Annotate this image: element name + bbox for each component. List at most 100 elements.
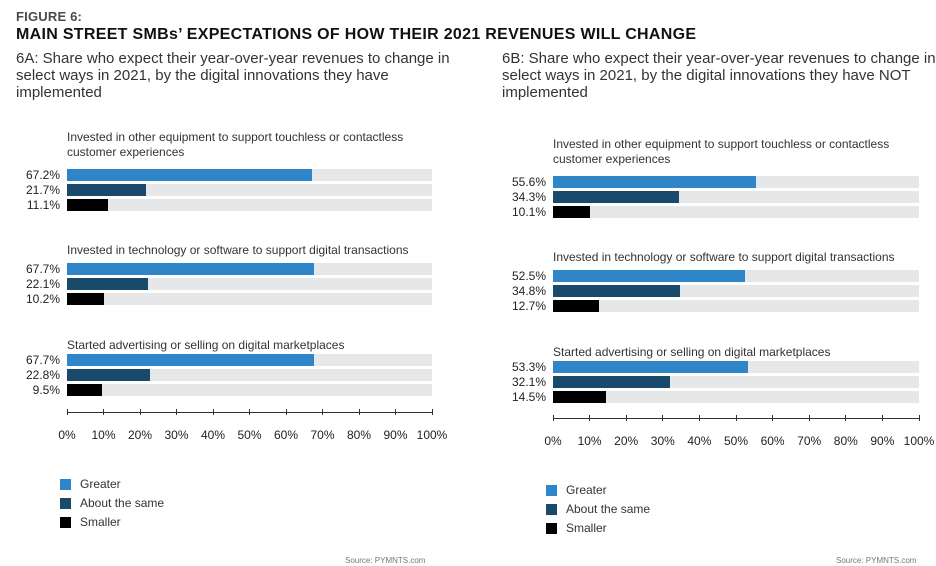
legend-item-smaller: Smaller — [546, 521, 607, 535]
bar-smaller — [67, 384, 102, 396]
x-tick — [552, 415, 554, 421]
figure-title: MAIN STREET SMBs’ EXPECTATIONS OF HOW TH… — [16, 26, 697, 43]
chart-6a-title: 6A: Share who expect their year-over-yea… — [16, 50, 450, 101]
legend-item-smaller: Smaller — [60, 515, 121, 529]
value-label: 14.5% — [511, 390, 546, 404]
group-title: Started advertising or selling on digita… — [67, 338, 345, 352]
legend-swatch-about-same — [60, 497, 71, 509]
x-tick — [625, 415, 627, 421]
bar-track — [67, 293, 432, 305]
bar-greater — [553, 270, 746, 282]
value-label: 22.1% — [25, 277, 60, 291]
x-tick — [881, 415, 883, 421]
chart-6b-title: 6B: Share who expect their year-over-yea… — [502, 50, 936, 101]
value-label: 67.2% — [25, 168, 60, 182]
x-tick-label: 20% — [127, 428, 153, 442]
x-tick-label: 80% — [833, 434, 858, 448]
bar-track — [553, 191, 919, 203]
value-label: 67.7% — [25, 353, 60, 367]
bar-track — [553, 176, 919, 188]
x-tick-label: 70% — [797, 434, 822, 448]
source-6a: Source: PYMNTS.com — [345, 556, 426, 565]
x-tick — [103, 409, 104, 415]
x-tick-label: 80% — [346, 428, 372, 442]
bar-about-same — [553, 285, 681, 297]
bar-greater — [553, 176, 757, 188]
x-tick-label: 40% — [687, 434, 712, 448]
x-tick-label: 90% — [870, 434, 895, 448]
group-title: Invested in technology or software to su… — [67, 243, 409, 257]
bar-about-same — [67, 369, 151, 381]
bar-about-same — [67, 278, 148, 290]
group-title: Invested in other equipment to support t… — [553, 137, 890, 166]
group-title: Invested in technology or software to su… — [553, 250, 895, 264]
x-tick-label: 10% — [577, 434, 602, 448]
group-title: Invested in other equipment to support t… — [67, 130, 404, 159]
x-tick — [662, 415, 664, 421]
x-tick — [322, 409, 323, 415]
x-tick — [395, 409, 396, 415]
value-label: 34.8% — [511, 284, 546, 298]
bar-track — [553, 285, 919, 297]
legend-label: About the same — [566, 502, 651, 516]
bar-track — [67, 263, 432, 275]
bar-track — [553, 270, 919, 282]
x-tick — [772, 415, 774, 421]
x-tick-label: 0% — [58, 428, 76, 442]
value-label: 52.5% — [511, 269, 546, 283]
legend-item-greater: Greater — [60, 477, 121, 491]
value-label: 12.7% — [511, 299, 546, 313]
x-tick-label: 30% — [650, 434, 675, 448]
bar-track — [553, 361, 919, 373]
x-tick — [139, 409, 141, 415]
x-tick — [589, 415, 591, 421]
x-tick — [918, 415, 920, 421]
x-tick-label: 100% — [903, 434, 935, 448]
x-tick — [249, 409, 250, 415]
bar-track — [553, 300, 919, 312]
bar-smaller — [67, 293, 105, 305]
x-tick — [66, 409, 68, 415]
bar-greater — [67, 263, 315, 275]
x-tick-label: 70% — [310, 428, 335, 442]
legend-label: Greater — [80, 477, 121, 491]
legend-swatch-about-same — [546, 503, 557, 515]
x-tick-label: 50% — [723, 434, 749, 448]
x-tick-label: 90% — [383, 428, 408, 442]
bar-track — [67, 184, 432, 196]
value-label: 67.7% — [25, 262, 60, 276]
bar-about-same — [67, 184, 147, 196]
x-tick — [285, 409, 287, 415]
x-tick-label: 0% — [544, 434, 562, 448]
value-label: 21.7% — [25, 183, 60, 197]
legend-swatch-greater — [60, 478, 71, 490]
legend-item-greater: Greater — [546, 483, 607, 497]
x-tick — [212, 409, 214, 415]
bar-greater — [67, 169, 313, 181]
source-6b: Source: PYMNTS.com — [836, 556, 917, 565]
x-tick — [431, 409, 433, 415]
bar-track — [67, 354, 432, 366]
x-tick-label: 50% — [237, 428, 262, 442]
bar-smaller — [553, 391, 607, 403]
value-label: 22.8% — [25, 368, 60, 382]
bar-track — [553, 376, 919, 388]
bar-track — [67, 199, 432, 211]
x-tick-label: 10% — [91, 428, 116, 442]
legend-swatch-smaller — [546, 522, 557, 534]
x-tick-label: 100% — [416, 428, 448, 442]
bar-track — [67, 369, 432, 381]
bar-greater — [67, 354, 315, 366]
bar-smaller — [67, 199, 108, 211]
legend-label: Smaller — [566, 521, 607, 535]
bar-greater — [553, 361, 749, 373]
legend-item-about-same: About the same — [546, 502, 650, 516]
bar-track — [67, 384, 432, 396]
value-label: 11.1% — [26, 198, 60, 212]
legend-swatch-greater — [546, 484, 557, 496]
x-tick — [358, 409, 360, 415]
x-tick — [176, 409, 177, 415]
x-tick — [845, 415, 847, 421]
bar-about-same — [553, 376, 671, 388]
x-tick — [698, 415, 700, 421]
